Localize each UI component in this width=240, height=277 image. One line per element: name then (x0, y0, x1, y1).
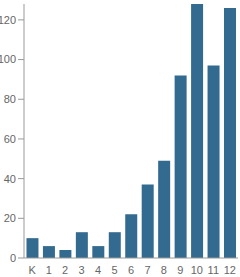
svg-text:11: 11 (208, 264, 219, 276)
svg-text:5: 5 (111, 264, 117, 276)
svg-text:40: 40 (8, 173, 16, 185)
svg-text:100: 100 (8, 53, 16, 65)
svg-text:2: 2 (62, 264, 68, 276)
svg-text:20: 20 (8, 212, 16, 224)
svg-text:8: 8 (161, 264, 167, 276)
svg-text:12: 12 (224, 264, 232, 276)
svg-text:1: 1 (46, 264, 52, 276)
svg-text:3: 3 (79, 264, 85, 276)
svg-text:7: 7 (144, 264, 150, 276)
svg-text:10: 10 (191, 264, 203, 276)
svg-text:4: 4 (95, 264, 101, 276)
svg-text:6: 6 (128, 264, 134, 276)
svg-text:9: 9 (177, 264, 183, 276)
svg-text:120: 120 (8, 14, 16, 26)
svg-text:0: 0 (10, 252, 16, 264)
svg-text:K: K (29, 264, 37, 276)
svg-text:60: 60 (8, 133, 16, 145)
svg-text:80: 80 (8, 93, 16, 105)
